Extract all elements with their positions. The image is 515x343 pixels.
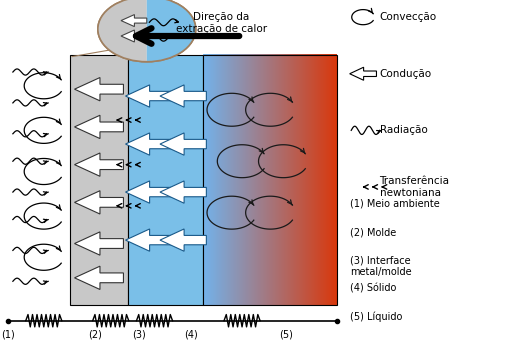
Polygon shape — [126, 133, 172, 155]
Text: (1) Meio ambiente: (1) Meio ambiente — [350, 199, 440, 209]
Circle shape — [98, 0, 196, 62]
Polygon shape — [121, 14, 147, 27]
Polygon shape — [160, 229, 207, 251]
Polygon shape — [350, 67, 376, 80]
Text: Condução: Condução — [380, 69, 432, 79]
Text: (3) Interface
metal/molde: (3) Interface metal/molde — [350, 255, 412, 277]
Text: Transferência
newtoniana: Transferência newtoniana — [380, 176, 450, 198]
Polygon shape — [75, 115, 124, 139]
Polygon shape — [126, 181, 172, 203]
Polygon shape — [75, 232, 124, 255]
Text: (4): (4) — [184, 330, 197, 340]
Polygon shape — [75, 191, 124, 214]
Bar — [128, 55, 203, 305]
Bar — [203, 55, 337, 305]
Text: (2) Molde: (2) Molde — [350, 227, 397, 237]
Polygon shape — [160, 133, 207, 155]
Polygon shape — [126, 229, 172, 251]
Text: (2): (2) — [89, 330, 102, 340]
Polygon shape — [75, 266, 124, 289]
Polygon shape — [126, 85, 172, 107]
Text: Convecção: Convecção — [380, 12, 437, 22]
Text: Direção da
extração de calor: Direção da extração de calor — [176, 12, 267, 34]
Wedge shape — [147, 0, 196, 62]
Text: (4) Sólido: (4) Sólido — [350, 283, 397, 293]
Bar — [70, 55, 128, 305]
Text: (1): (1) — [1, 330, 14, 340]
Text: (5): (5) — [279, 330, 293, 340]
Wedge shape — [98, 0, 147, 62]
Text: (3): (3) — [132, 330, 146, 340]
Text: (5) Líquido: (5) Líquido — [350, 311, 403, 322]
Text: Radiação: Radiação — [380, 125, 427, 135]
Polygon shape — [75, 78, 124, 101]
Polygon shape — [75, 153, 124, 176]
Polygon shape — [121, 30, 147, 42]
Polygon shape — [160, 181, 207, 203]
Polygon shape — [160, 85, 207, 107]
